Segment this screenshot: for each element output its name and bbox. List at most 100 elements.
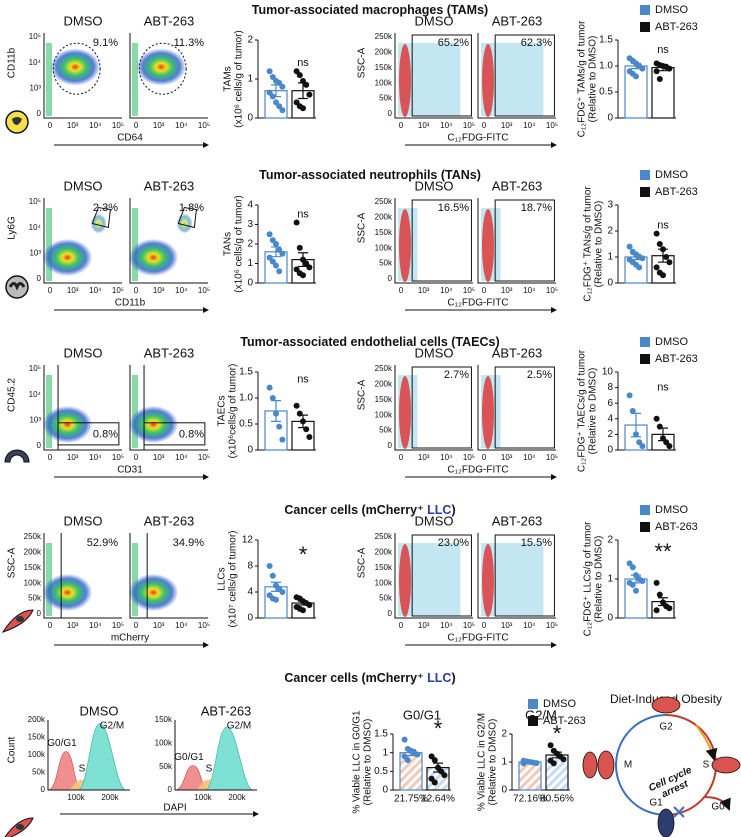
x-tick-label: 0: [48, 621, 53, 630]
axis: [477, 365, 556, 451]
y-axis-label: Ly6G: [7, 216, 18, 240]
phase-label: S: [79, 764, 86, 775]
data-point: [636, 264, 643, 271]
condition-label: ABT-263: [201, 703, 252, 718]
x-tick-label: 100k: [194, 793, 212, 802]
gate: [52, 42, 101, 95]
x-axis-label: C₁₂FDG-FITC: [447, 633, 508, 644]
y-tick-label: 0: [388, 109, 393, 118]
row-title-part: LLC: [427, 503, 451, 517]
y-axis-label: CD45.2: [7, 378, 18, 412]
data-point: [666, 605, 673, 612]
gate: [411, 199, 472, 282]
significance: *: [553, 721, 562, 746]
data-point: [306, 602, 313, 608]
legend-label: DMSO: [655, 169, 688, 181]
x-tick-label: 10⁵: [546, 453, 558, 462]
y-tick-label: 50k: [32, 768, 46, 777]
y-tick-label: 12: [242, 535, 254, 546]
nucleus: [8, 282, 26, 291]
y-tick-label: 0: [388, 609, 393, 618]
x-tick-label: 10³: [418, 121, 430, 130]
y-axis-label: SSC-A: [357, 212, 368, 243]
data-point: [269, 395, 276, 401]
density-cloud: [42, 238, 93, 277]
cell: [582, 751, 598, 779]
y-tick-label: 150k: [375, 228, 393, 237]
gate: [411, 366, 472, 449]
axis: [129, 198, 208, 284]
gate: [494, 34, 555, 117]
x-tick-label: 0: [399, 621, 404, 630]
data-point: [266, 563, 273, 569]
legend-swatch: [640, 22, 650, 32]
condition-label: DMSO: [64, 178, 103, 193]
density-cloud: [128, 573, 179, 612]
axis: [47, 720, 130, 791]
y-axis-label: (Relative to DMSO): [363, 719, 374, 806]
y-tick-label: 100k: [375, 243, 393, 252]
bar-bottom-label: 72.16%: [513, 794, 547, 805]
data-point: [666, 65, 673, 72]
data-point: [300, 105, 306, 112]
y-tick-label: 0: [37, 274, 42, 283]
x-axis-label: C₁₂FDG-FITC: [447, 133, 508, 144]
axis: [129, 365, 208, 451]
phase-label: M: [624, 760, 632, 771]
legend-label: DMSO: [543, 698, 576, 710]
phase-label: G0/G1: [47, 738, 77, 749]
condition-label: ABT-263: [492, 13, 543, 28]
row-title-part: Cancer cells (mCherry⁺: [284, 503, 427, 517]
x-tick-label: 0: [399, 121, 404, 130]
data-point: [293, 402, 300, 409]
fitc-cloud: [399, 44, 411, 117]
x-tick-label: 10³: [67, 453, 79, 462]
y-tick-label: 2: [247, 239, 253, 250]
x-tick-label: 10⁴: [440, 286, 453, 295]
y-tick-label: 200k: [375, 48, 393, 57]
y-tick-label: 4: [247, 200, 253, 211]
condition-label: DMSO: [64, 513, 103, 528]
x-axis-label: CD31: [117, 465, 143, 476]
y-tick-label: 50k: [379, 426, 393, 435]
data-point: [560, 756, 567, 763]
legend-label: DMSO: [655, 4, 688, 16]
legend-swatch: [640, 354, 650, 364]
data-point: [639, 255, 646, 262]
data-point: [279, 83, 286, 90]
data-point: [550, 760, 557, 767]
x-tick-label: 10⁵: [463, 453, 475, 462]
y-axis-label: % Viable LLC in G0/G1: [352, 710, 363, 814]
y-tick-label: 0: [37, 441, 42, 450]
fitc-cloud: [482, 209, 494, 282]
bar-bottom-label: 80.56%: [540, 794, 574, 805]
density-cloud: [42, 573, 93, 612]
x-tick-label: 10⁴: [523, 286, 536, 295]
x-tick-label: 10⁵: [198, 621, 210, 630]
data-point: [293, 219, 300, 226]
data-point: [414, 751, 421, 758]
y-tick-label: 8: [247, 561, 253, 572]
density-streak: [46, 543, 52, 616]
axis: [477, 33, 556, 119]
legend-label: ABT-263: [543, 715, 586, 727]
y-tick-label: 8: [607, 382, 613, 393]
y-tick-label: 0: [388, 441, 393, 450]
data-point: [404, 757, 411, 764]
density-streak: [46, 43, 52, 116]
data-point: [629, 408, 636, 414]
gate-percent: 16.5%: [438, 202, 469, 214]
fitc-cloud: [482, 44, 494, 117]
x-tick-label: 0: [482, 621, 487, 630]
endothelial: [4, 449, 30, 463]
condition-label: ABT-263: [144, 345, 195, 360]
gate-percent: 34.9%: [173, 537, 204, 549]
data-point: [431, 779, 438, 786]
x-tick-label: 10⁵: [198, 286, 210, 295]
cell: [597, 750, 615, 780]
axis: [43, 198, 122, 284]
phase-label: S: [206, 764, 213, 775]
y-tick-label: 0: [247, 113, 253, 124]
x-tick-label: 100k: [67, 793, 85, 802]
